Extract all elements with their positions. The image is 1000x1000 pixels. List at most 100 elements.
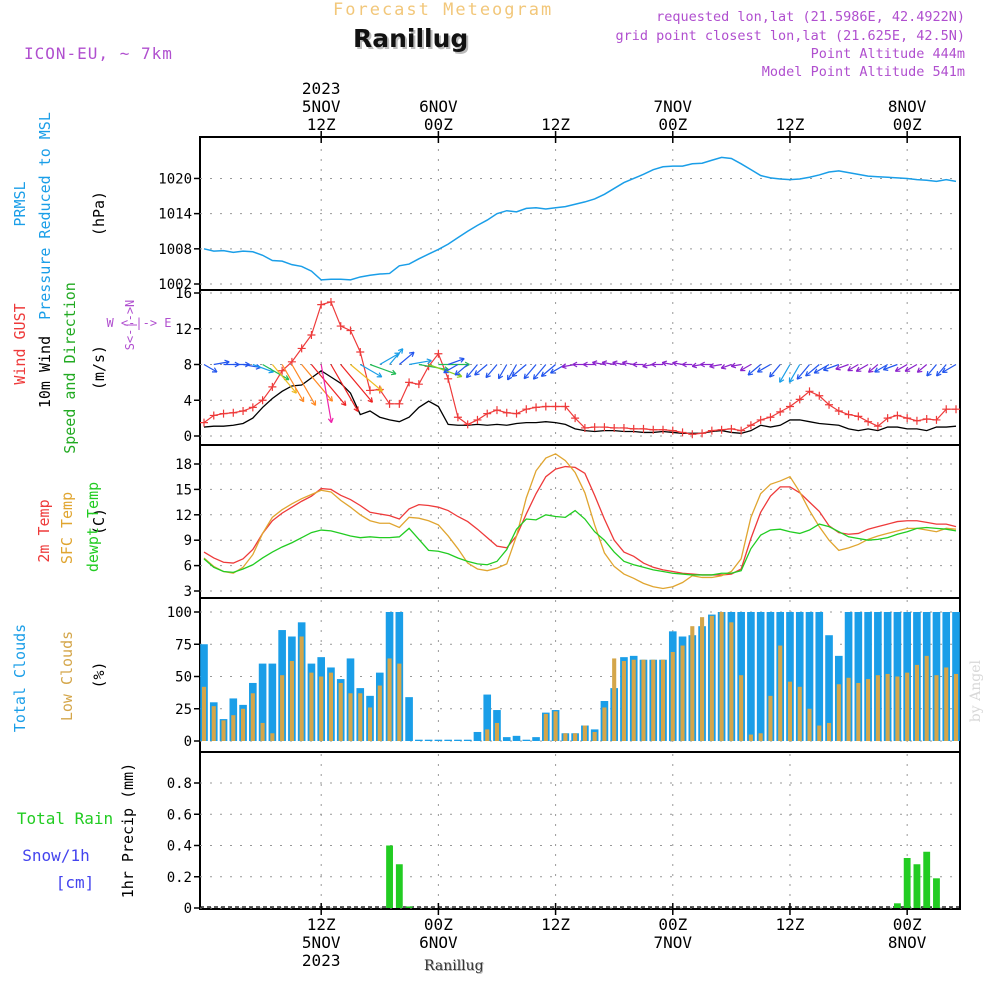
wind-direction-arrow: [533, 364, 547, 380]
wind-direction-arrow: [592, 361, 605, 366]
wind-direction-arrow: [612, 361, 625, 366]
wind-arrow-head: [651, 361, 657, 368]
wind-direction-arrow: [541, 364, 556, 377]
gust-point: [522, 405, 531, 414]
low-cloud-bar: [680, 645, 685, 741]
wind-arrow-head: [681, 361, 687, 368]
gust-point: [844, 410, 853, 419]
wind-arrow-head: [497, 373, 504, 380]
panel-label-pressure: Pressure Reduced to MSL: [36, 112, 54, 320]
gust-point: [405, 378, 414, 387]
wind-arrow-head: [456, 372, 463, 378]
gust-point: [854, 412, 863, 421]
total-cloud-bar: [864, 612, 872, 741]
gust-point: [541, 402, 550, 411]
gust-point: [766, 413, 775, 422]
wind-arrow-head: [720, 364, 727, 370]
wind-direction-arrow: [662, 362, 673, 366]
gust-point: [707, 426, 716, 435]
low-cloud-bar: [700, 617, 705, 741]
wind-arrow-head: [805, 371, 811, 377]
ytick-label-wind: 4: [184, 393, 192, 409]
gust-point: [668, 426, 677, 435]
panel-label-precip: Total Rain: [17, 809, 113, 828]
wind-direction-arrow: [936, 364, 947, 377]
low-cloud-bar: [905, 672, 910, 741]
gust-point: [307, 331, 316, 340]
wind-direction-arrow: [389, 348, 404, 365]
low-cloud-bar: [875, 675, 880, 741]
wind-direction-arrow: [242, 363, 261, 369]
wind-arrow-head: [612, 360, 618, 367]
wind-arrow-head: [822, 365, 829, 372]
wind-arrow-head: [485, 372, 491, 379]
gust-point: [229, 408, 238, 417]
gust-point: [258, 396, 267, 405]
ytick-label-temperature: 12: [175, 508, 192, 524]
gust-point: [776, 407, 785, 416]
low-cloud-bar: [866, 679, 871, 741]
gust-point: [385, 399, 394, 408]
wind-arrow-head: [747, 370, 754, 376]
wind-arrow-head: [211, 367, 218, 373]
ylabel-precip: 1hr Precip (mm): [119, 763, 137, 898]
gust-point: [785, 402, 794, 411]
low-cloud-bar: [719, 612, 724, 741]
wind-arrow-head: [700, 361, 706, 368]
panel-frame-precip: [199, 751, 961, 910]
low-cloud-bar: [914, 664, 919, 741]
gust-point: [815, 391, 824, 400]
ytick-label-temperature: 3: [184, 584, 192, 600]
wind-arrow-head: [426, 358, 432, 365]
ylabel-wind: (m/s): [90, 345, 108, 390]
total-cloud-bar: [483, 694, 492, 741]
bottom-time-label: 6NOV: [419, 933, 458, 952]
gust-point: [571, 414, 580, 423]
gust-point: [756, 415, 765, 424]
wind-gust-line: [203, 301, 956, 435]
gust-point: [551, 402, 560, 411]
wind-arrow-head: [572, 361, 578, 368]
panel-label-precip: Snow/1h: [22, 846, 89, 865]
wind-arrow-head: [409, 351, 415, 358]
wind-direction-arrow: [856, 363, 869, 372]
total-cloud-bar: [756, 612, 765, 741]
low-cloud-bar: [690, 626, 695, 741]
gust-point: [590, 423, 599, 432]
low-cloud-bar: [553, 711, 558, 741]
low-cloud-bar: [670, 651, 675, 741]
wind-arrow-head: [941, 367, 948, 373]
total-cloud-bar: [786, 612, 794, 741]
wind-direction-arrow: [330, 364, 359, 412]
total-cloud-bar: [747, 612, 755, 741]
wind-direction-arrow: [904, 363, 918, 372]
wind-direction-arrow: [310, 364, 347, 406]
low-cloud-bar: [397, 663, 402, 741]
wind-direction-arrow: [379, 352, 400, 366]
wind-direction-arrow: [418, 363, 449, 371]
gust-point: [219, 409, 228, 418]
wind-direction-arrow: [498, 364, 508, 380]
wind-direction-arrow: [731, 363, 742, 367]
low-cloud-bar: [836, 684, 841, 741]
gust-point: [248, 403, 257, 412]
bottom-time-label: 7NOV: [654, 933, 693, 952]
gust-point: [239, 406, 248, 415]
wind-arrow-head: [661, 360, 668, 367]
ytick-label-wind: 8: [184, 358, 192, 374]
ytick-label-precip: 0.6: [167, 807, 192, 823]
low-cloud-bar: [885, 673, 890, 741]
gust-point: [200, 418, 208, 427]
dewpt-temp-line: [203, 509, 957, 576]
low-cloud-bar: [338, 682, 343, 741]
model-label: ICON-EU, ~ 7km: [24, 44, 173, 63]
low-cloud-bar: [348, 693, 353, 741]
wind-direction-arrow: [447, 358, 465, 366]
low-cloud-bar: [621, 661, 626, 741]
wind-arrow-head: [779, 377, 785, 383]
wind-direction-arrow: [868, 364, 879, 373]
pressure-line: [203, 156, 957, 281]
panel-label-temperature: SFC Temp: [58, 492, 76, 564]
low-cloud-bar: [270, 733, 275, 741]
top-time-label: 8NOV: [888, 97, 927, 116]
